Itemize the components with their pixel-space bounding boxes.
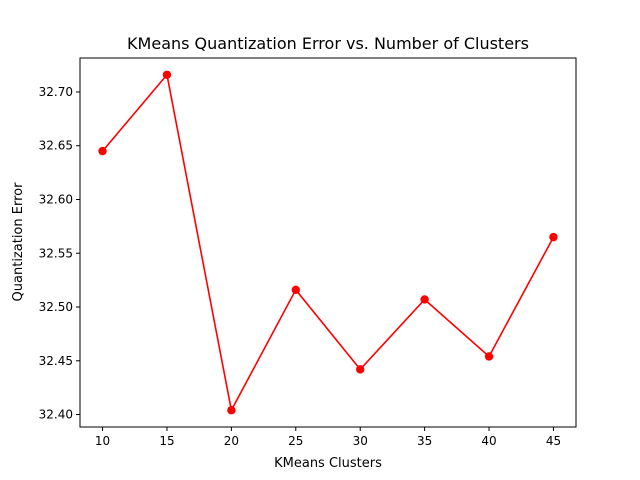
y-axis-ticks: 32.40 32.45 32.50 32.55 32.60 32.65 32.70 bbox=[39, 85, 80, 422]
x-tick-label: 10 bbox=[95, 434, 110, 448]
data-point-marker bbox=[291, 285, 300, 295]
y-tick-label: 32.60 bbox=[39, 192, 73, 206]
y-tick-label: 32.70 bbox=[39, 85, 73, 99]
y-tick-label: 32.50 bbox=[39, 300, 73, 314]
plot-area-frame bbox=[79, 57, 577, 428]
y-tick-label: 32.45 bbox=[39, 354, 73, 368]
y-axis-label: Quantization Error bbox=[11, 182, 26, 302]
data-point-marker bbox=[227, 406, 236, 415]
x-tick-label: 30 bbox=[353, 434, 368, 448]
x-tick-label: 20 bbox=[224, 434, 239, 448]
data-point-marker bbox=[549, 232, 558, 242]
data-point-marker bbox=[356, 365, 365, 374]
data-point-marker bbox=[98, 146, 107, 156]
x-tick-label: 35 bbox=[417, 434, 432, 448]
x-tick-label: 15 bbox=[159, 434, 174, 448]
x-tick-label: 40 bbox=[481, 434, 496, 448]
series-markers bbox=[98, 70, 558, 415]
data-point-marker bbox=[420, 295, 429, 304]
x-axis-label: KMeans Clusters bbox=[274, 456, 382, 471]
data-point-marker bbox=[484, 352, 494, 361]
x-tick-label: 45 bbox=[546, 434, 561, 448]
x-axis-ticks: 10 15 20 25 30 35 40 45 bbox=[95, 427, 561, 448]
y-tick-label: 32.40 bbox=[39, 408, 73, 422]
y-tick-label: 32.55 bbox=[39, 246, 73, 260]
series-line bbox=[101, 72, 555, 413]
x-tick-label: 25 bbox=[288, 434, 303, 448]
chart-title: KMeans Quantization Error vs. Number of … bbox=[127, 34, 529, 53]
y-tick-label: 32.65 bbox=[39, 139, 73, 153]
data-point-marker bbox=[162, 70, 172, 79]
